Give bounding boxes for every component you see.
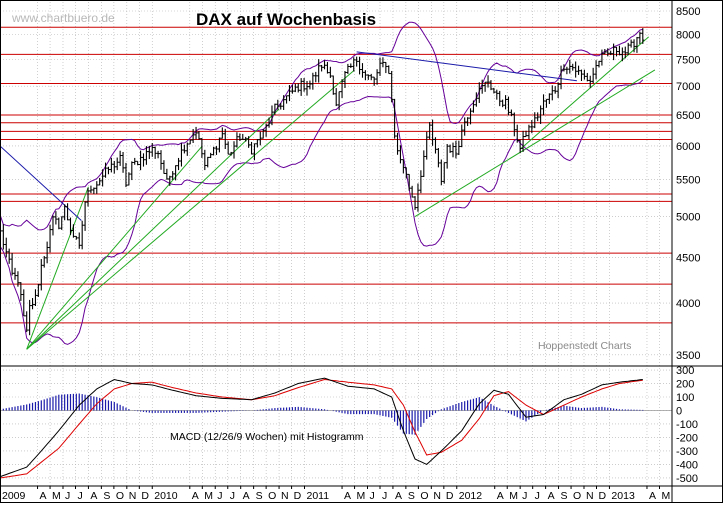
price-tick-label: 6500: [676, 110, 700, 122]
x-tick-label: 2010: [154, 490, 178, 502]
chart-title: DAX auf Wochenbasis: [196, 10, 376, 29]
bollinger-lower: [0, 79, 644, 345]
macd-tick-label: 0: [676, 405, 682, 417]
x-tick-label: S: [103, 490, 110, 502]
price-bars: [0, 28, 645, 336]
resistance-levels: [0, 26, 672, 324]
x-tick-label: M: [52, 490, 61, 502]
x-tick-label: 2011: [307, 490, 330, 502]
x-tick-label: 2012: [459, 490, 483, 502]
macd-tick-label: -400: [676, 459, 698, 471]
trend-line-green: [519, 36, 649, 150]
x-tick-label: M: [509, 490, 518, 502]
trend-line-green: [26, 108, 280, 350]
trend-line-blue: [356, 51, 577, 82]
x-tick-label: N: [586, 490, 594, 502]
macd-line: [0, 377, 643, 478]
trend-line-green: [26, 186, 89, 350]
x-tick-label: J: [369, 490, 374, 502]
x-tick-label: J: [217, 490, 222, 502]
macd-tick-label: -200: [676, 432, 698, 444]
x-tick-label: O: [268, 490, 276, 502]
x-tick-label: J: [230, 490, 235, 502]
macd-tick-label: 300: [676, 365, 694, 377]
price-tick-label: 7500: [676, 55, 700, 67]
macd-tick-label: 200: [676, 379, 694, 391]
trend-line-green: [26, 69, 355, 350]
x-tick-label: M: [204, 490, 213, 502]
price-tick-label: 5000: [676, 212, 700, 224]
x-tick-label: M: [661, 490, 670, 502]
macd-title: MACD (12/26/9 Wochen) mit Histogramm: [170, 431, 364, 443]
macd-tick-label: 100: [676, 392, 694, 404]
x-tick-label: J: [522, 490, 527, 502]
x-tick-label: N: [129, 490, 137, 502]
x-tick-label: O: [420, 490, 428, 502]
x-tick-label: S: [561, 490, 568, 502]
x-tick-label: 2009: [2, 490, 26, 502]
x-tick-label: A: [192, 490, 199, 502]
price-tick-label: 7000: [676, 81, 700, 93]
x-tick-label: J: [382, 490, 387, 502]
axis-labels: 3500 4000 4500 5000 5500 6000 6500 7000 7500 8000…: [0, 6, 700, 502]
x-tick-label: 2013: [611, 490, 635, 502]
x-tick-label: A: [40, 490, 47, 502]
price-tick-label: 8000: [676, 29, 700, 41]
x-tick-label: M: [357, 490, 366, 502]
price-tick-label: 3500: [676, 350, 700, 362]
price-tick-label: 4500: [676, 252, 700, 264]
x-tick-label: A: [497, 490, 504, 502]
x-tick-label: D: [446, 490, 454, 502]
x-tick-label: S: [256, 490, 263, 502]
x-tick-label: J: [78, 490, 83, 502]
x-tick-label: D: [294, 490, 302, 502]
macd-signal-line: [0, 378, 643, 479]
x-tick-label: A: [344, 490, 351, 502]
price-tick-label: 4000: [676, 298, 700, 310]
x-tick-label: A: [548, 490, 555, 502]
trend-line-green: [414, 69, 656, 218]
x-tick-label: D: [598, 490, 606, 502]
x-tick-label: A: [395, 490, 402, 502]
x-tick-label: N: [433, 490, 441, 502]
bollinger-upper: [0, 21, 643, 231]
chart-credit: Hoppenstedt Charts: [538, 340, 631, 352]
macd-tick-label: -500: [676, 473, 698, 485]
price-tick-label: 8500: [676, 6, 700, 18]
trend-lines: [0, 36, 656, 350]
macd-tick-label: -300: [676, 446, 698, 458]
x-tick-label: O: [573, 490, 581, 502]
macd-tick-label: -100: [676, 419, 698, 431]
x-tick-label: J: [535, 490, 540, 502]
x-tick-label: S: [408, 490, 415, 502]
bollinger-bands: [0, 21, 644, 345]
x-tick-label: O: [116, 490, 124, 502]
x-tick-label: A: [649, 490, 656, 502]
x-tick-label: J: [65, 490, 70, 502]
price-tick-label: 6000: [676, 141, 700, 153]
x-tick-label: A: [90, 490, 97, 502]
price-tick-label: 5500: [676, 175, 700, 187]
x-tick-label: A: [243, 490, 250, 502]
x-tick-label: N: [281, 490, 289, 502]
macd-panel: [0, 377, 672, 479]
x-tick-label: D: [141, 490, 149, 502]
watermark: www.chartbuero.de: [11, 11, 115, 25]
